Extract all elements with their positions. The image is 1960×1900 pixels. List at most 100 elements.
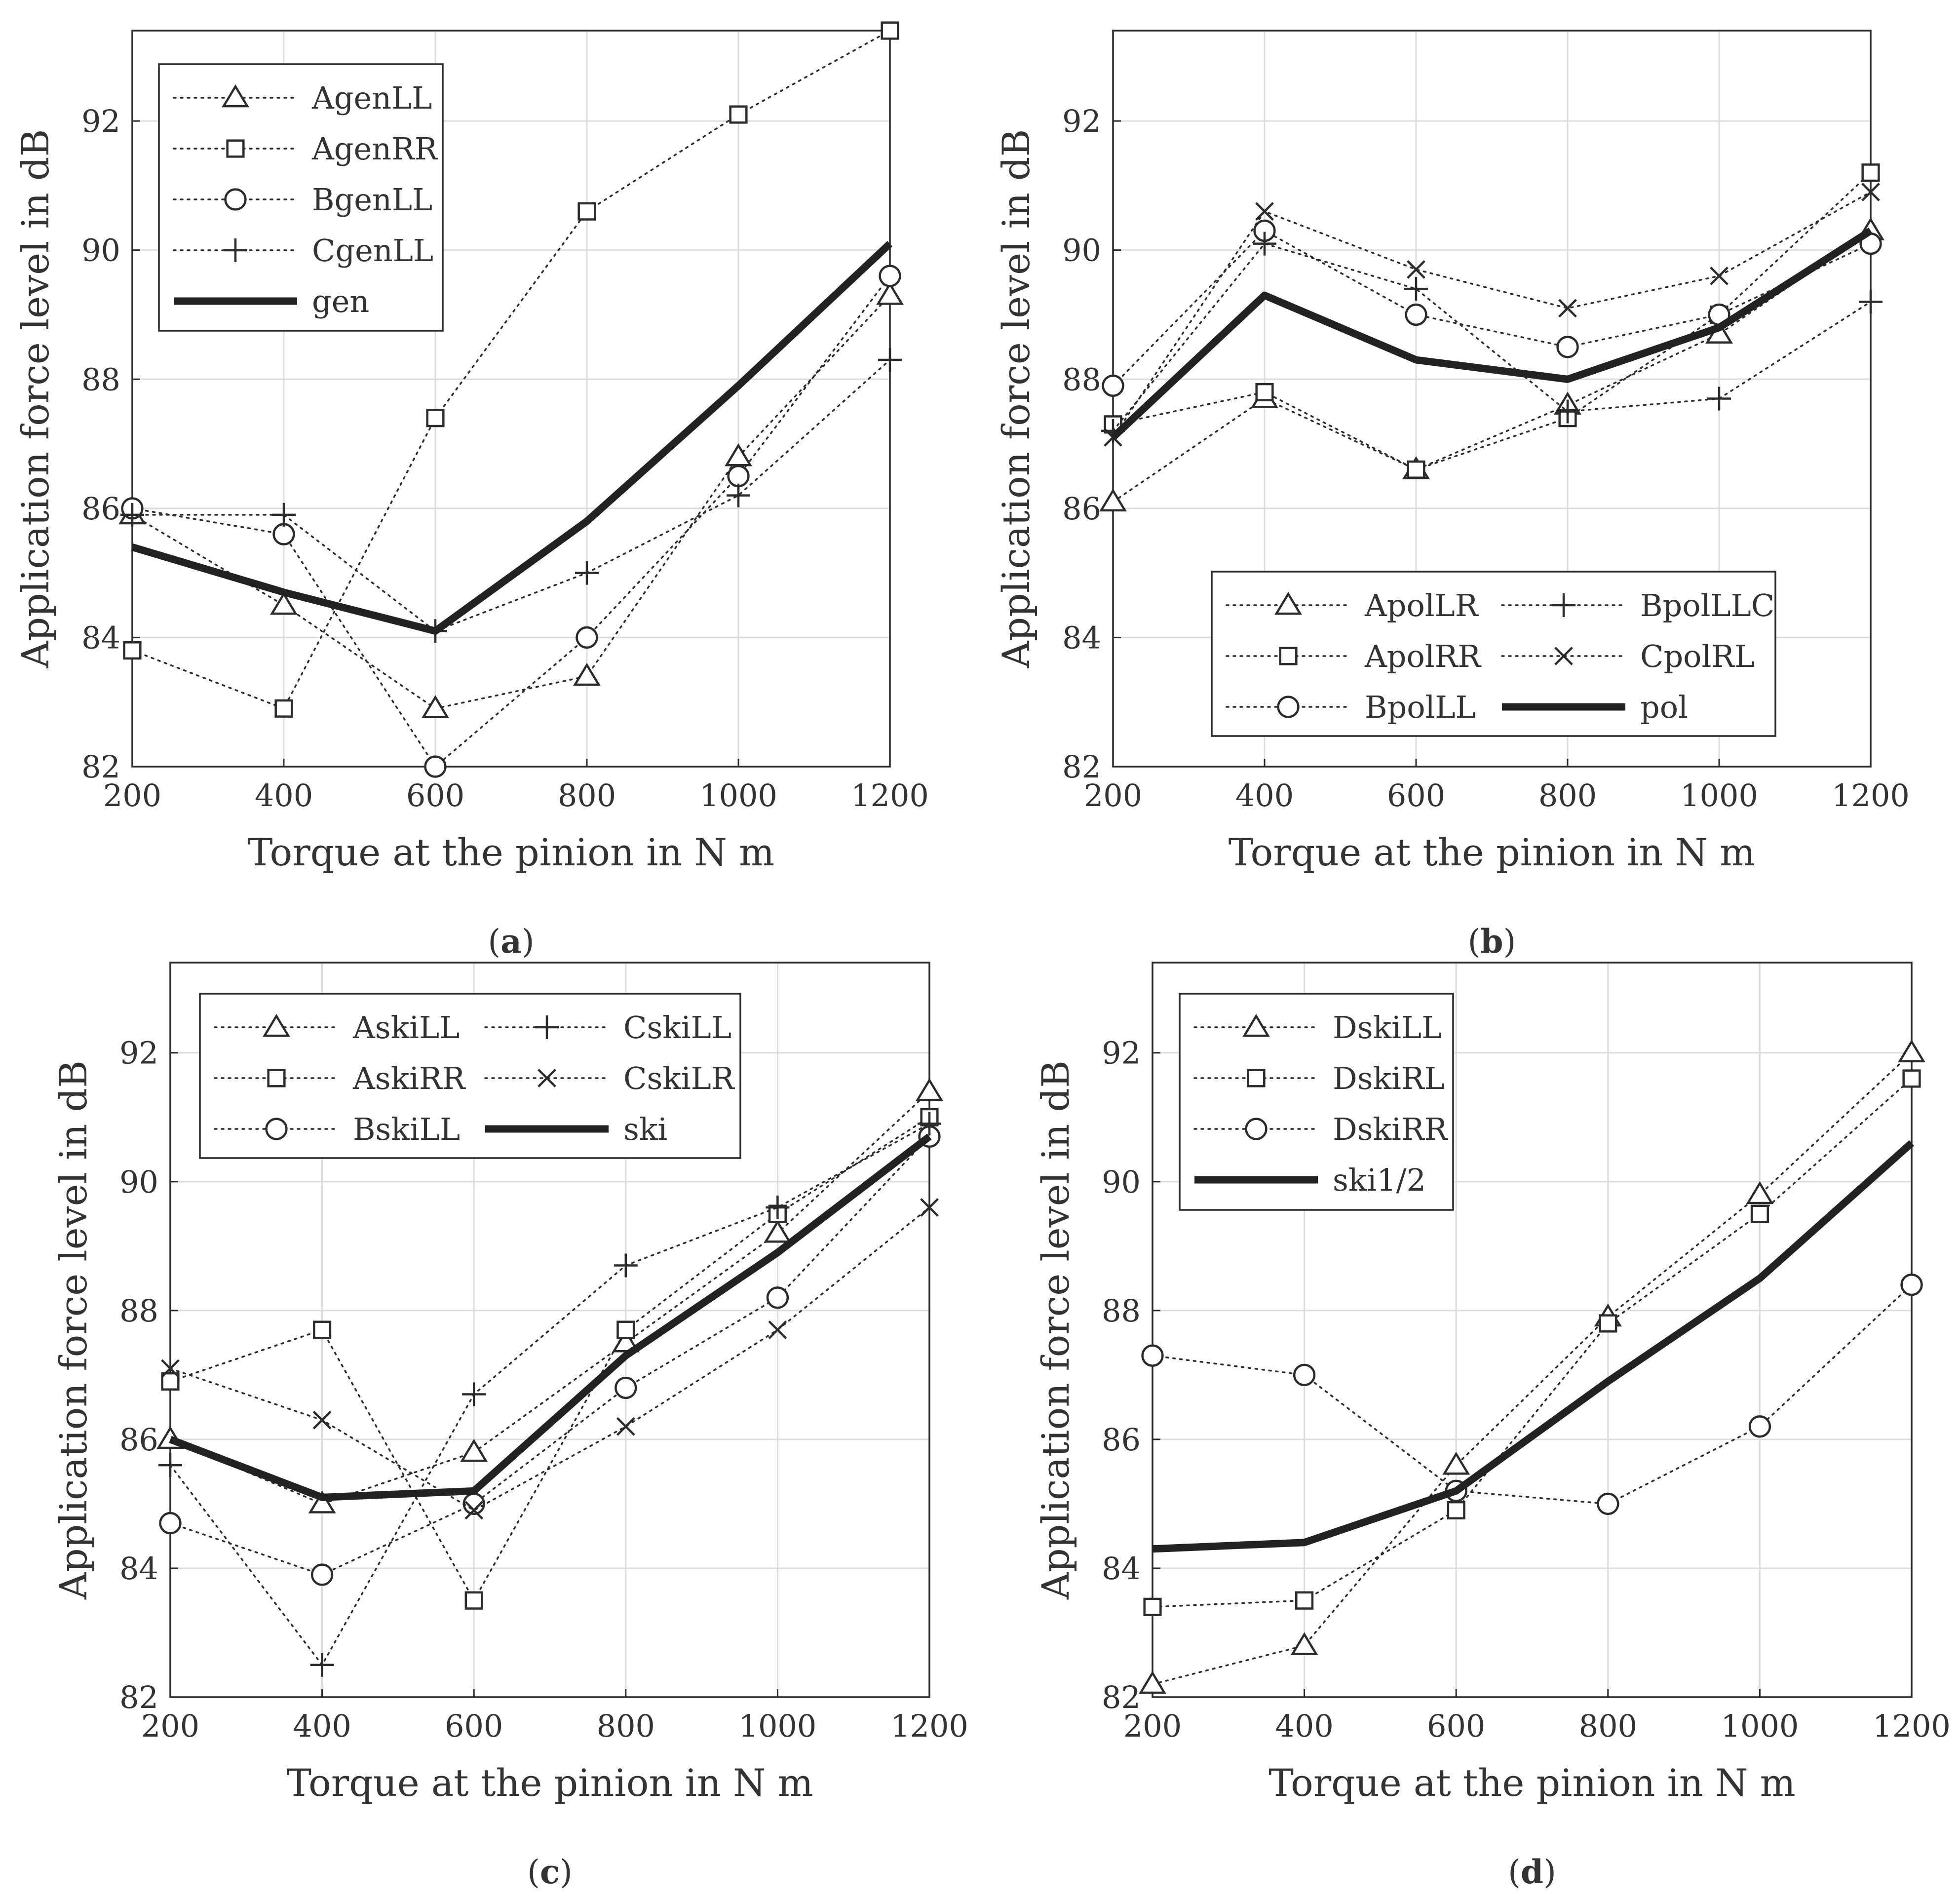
data-point-square xyxy=(729,105,748,124)
series-line xyxy=(1112,191,1872,438)
legend-entry: BskiLL xyxy=(214,1111,460,1147)
legend-box xyxy=(1179,993,1454,1211)
legend-label: CpolRL xyxy=(1640,638,1755,674)
data-point-x xyxy=(616,1417,635,1436)
data-point-circle xyxy=(1597,1492,1619,1515)
legend-box xyxy=(158,63,444,332)
data-point-triangle xyxy=(725,443,752,466)
legend-entry: BgenLL xyxy=(173,182,432,218)
data-point-circle xyxy=(576,626,598,649)
x-tick-label: 1200 xyxy=(1832,777,1910,814)
series-line xyxy=(1112,242,1872,432)
data-point-circle xyxy=(879,265,901,287)
series-agenrr xyxy=(123,21,899,718)
y-tick-label: 88 xyxy=(1102,1293,1141,1329)
data-point-square xyxy=(1447,1501,1465,1520)
data-point-plus xyxy=(727,483,750,507)
series-line xyxy=(169,1090,930,1505)
legend-label: BskiLL xyxy=(353,1111,460,1147)
data-point-square xyxy=(161,1372,180,1391)
caption-letter: d xyxy=(1521,1853,1543,1891)
y-axis-label: Application force level in dB xyxy=(13,129,57,669)
data-point-circle xyxy=(766,1286,789,1309)
x-axis-label: Torque at the pinion in N m xyxy=(1268,1761,1795,1805)
y-tick-label: 86 xyxy=(81,491,120,527)
series-line xyxy=(131,30,891,710)
plot-area-frame xyxy=(169,962,930,1698)
legend-entry: DskiRR xyxy=(1193,1111,1449,1147)
data-point-triangle xyxy=(1139,1670,1166,1694)
legend-label: BgenLL xyxy=(312,182,432,218)
y-tick-label: 84 xyxy=(1062,620,1101,656)
y-tick-label: 92 xyxy=(1062,103,1101,139)
y-axis-label: Application force level in dB xyxy=(1034,1060,1077,1600)
data-point-circle xyxy=(727,465,750,488)
x-tick-label: 400 xyxy=(255,777,313,814)
data-point-square xyxy=(274,699,293,718)
data-point-triangle xyxy=(1898,1039,1925,1063)
series-line xyxy=(1152,1283,1913,1505)
legend: AskiLL AskiRR BskiLL CskiLL CskiLR ski xyxy=(199,993,741,1159)
data-point-plus xyxy=(272,503,296,527)
data-point-square xyxy=(464,1591,483,1610)
series-gen xyxy=(131,241,893,635)
data-point-plus xyxy=(766,1196,790,1219)
y-tick-label: 82 xyxy=(1102,1679,1141,1715)
legend-box xyxy=(1211,571,1776,737)
x-tick-label: 800 xyxy=(558,777,616,814)
legend-marker xyxy=(1552,593,1576,617)
data-point-plus xyxy=(1404,277,1428,301)
legend-marker xyxy=(538,1069,556,1087)
data-point-square xyxy=(313,1320,332,1339)
data-point-plus xyxy=(1859,290,1883,314)
data-point-square xyxy=(1861,163,1880,182)
x-axis-label: Torque at the pinion in N m xyxy=(286,1761,813,1805)
data-point-x xyxy=(161,1359,180,1378)
data-point-plus xyxy=(1707,387,1731,411)
caption-open-paren: ( xyxy=(488,923,500,961)
y-tick-label: 90 xyxy=(1102,1164,1141,1200)
x-axis-label: Torque at the pinion in N m xyxy=(248,830,774,874)
y-tick-label: 88 xyxy=(119,1293,158,1329)
legend-marker xyxy=(1245,1118,1268,1140)
data-point-x xyxy=(768,1320,787,1339)
legend-label: gen xyxy=(312,283,369,319)
data-point-triangle xyxy=(1290,1632,1318,1655)
caption-close-paren: ) xyxy=(522,923,535,961)
data-point-square xyxy=(577,202,596,221)
data-point-x xyxy=(464,1501,484,1520)
tick-labels: 200 400 600 800 1000 1200 82 84 86 88 90 92 xyxy=(1102,1035,1951,1744)
legend-label: BpolLL xyxy=(1365,689,1476,725)
x-tick-label: 200 xyxy=(1084,777,1142,814)
legend-label: AgenRR xyxy=(311,131,439,167)
data-point-square xyxy=(1750,1204,1769,1223)
legend-marker xyxy=(224,238,247,262)
y-tick-label: 88 xyxy=(1062,361,1101,397)
data-point-x xyxy=(1710,267,1729,285)
legend-entry: ApolRR xyxy=(1226,638,1482,674)
data-point-square xyxy=(1295,1591,1314,1610)
x-tick-label: 1000 xyxy=(699,777,777,814)
data-point-plus xyxy=(310,1653,334,1677)
series-line xyxy=(131,294,891,710)
legend-label: AgenLL xyxy=(311,80,432,116)
data-point-circle xyxy=(1102,374,1124,397)
data-point-triangle xyxy=(1746,1181,1774,1204)
series-bgenll xyxy=(121,265,901,778)
data-point-x xyxy=(1558,299,1577,318)
legend-marker xyxy=(222,84,249,108)
data-point-circle xyxy=(1556,336,1579,358)
series-askirr xyxy=(161,1108,939,1610)
legend-marker xyxy=(1277,696,1300,718)
legend-label: ski xyxy=(623,1111,667,1147)
legend-label: pol xyxy=(1640,689,1688,725)
y-axis-label: Application force level in dB xyxy=(51,1060,95,1600)
data-point-plus xyxy=(120,503,144,527)
x-tick-label: 1000 xyxy=(1721,1708,1799,1744)
data-point-triangle xyxy=(308,1490,336,1513)
legend-label: ApolLR xyxy=(1364,587,1479,623)
data-point-triangle xyxy=(876,282,904,305)
y-tick-label: 82 xyxy=(119,1679,158,1715)
data-point-circle xyxy=(1293,1363,1316,1387)
y-tick-label: 82 xyxy=(81,749,120,785)
